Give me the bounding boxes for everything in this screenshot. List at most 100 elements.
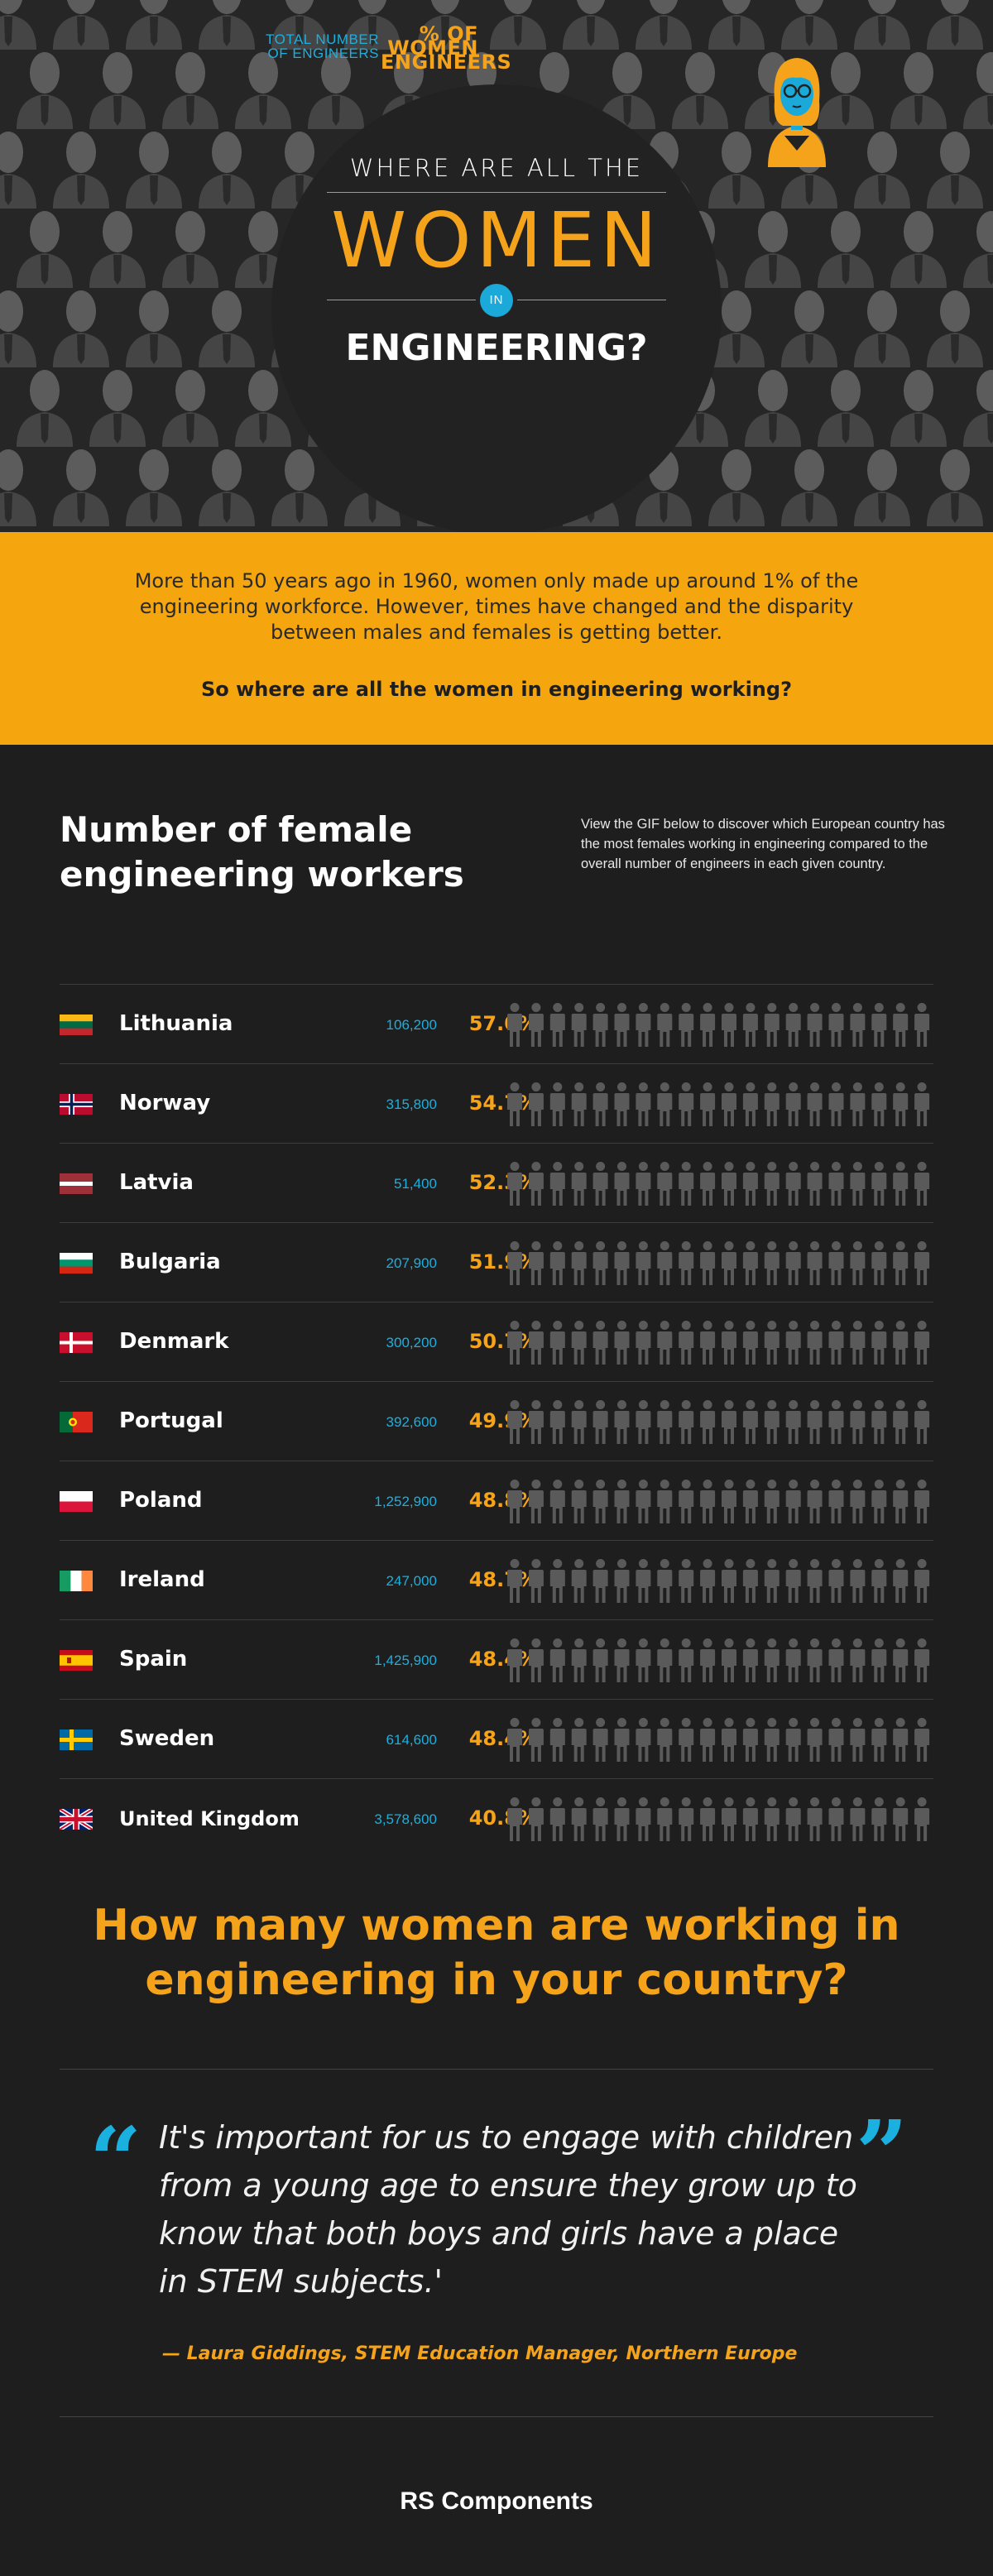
total-engineers: 315,800 <box>386 1096 437 1112</box>
businessman-icon <box>199 132 255 209</box>
hero-title: WHERE ARE ALL THE WOMEN IN ENGINEERING? <box>323 154 670 369</box>
person-icon <box>614 1162 630 1206</box>
person-icon <box>871 1241 887 1285</box>
person-icon <box>636 1241 651 1285</box>
person-icon <box>700 1480 716 1523</box>
person-icon <box>764 1480 780 1523</box>
person-icon <box>700 1559 716 1603</box>
businessman-icon <box>17 211 73 288</box>
intro-question: So where are all the women in engineerin… <box>200 678 792 701</box>
person-icon <box>785 1162 801 1206</box>
person-icon <box>914 1241 930 1285</box>
person-icon <box>722 1321 736 1365</box>
person-icon <box>893 1241 909 1285</box>
businessman-icon <box>818 211 874 288</box>
person-icon <box>549 1718 565 1762</box>
person-icon <box>571 1480 587 1523</box>
businessman-icon <box>563 0 619 50</box>
person-icon <box>571 1321 587 1365</box>
table-row: Ireland 247,000 48.7% <box>60 1540 933 1619</box>
percent-women: 48.4% <box>468 1727 538 1750</box>
person-icon <box>614 1718 630 1762</box>
total-engineers: 207,900 <box>386 1255 437 1271</box>
person-icon <box>914 1480 930 1523</box>
norway-flag-icon <box>60 1094 93 1115</box>
person-icon <box>636 1559 651 1603</box>
quote-author: — Laura Giddings, STEM Education Manager… <box>162 2343 798 2364</box>
businessman-icon <box>818 52 874 129</box>
person-icon <box>850 1638 866 1682</box>
person-icon <box>528 1797 544 1841</box>
businessman-icon <box>271 449 328 526</box>
businessman-icon <box>344 0 401 50</box>
person-icon <box>871 1082 887 1126</box>
person-icon <box>657 1559 673 1603</box>
person-icon <box>764 1797 780 1841</box>
person-icon <box>592 1480 608 1523</box>
person-icon <box>828 1797 844 1841</box>
person-icon <box>679 1162 694 1206</box>
person-icon <box>528 1638 544 1682</box>
person-icon <box>657 1241 673 1285</box>
person-icon <box>850 1241 866 1285</box>
person-icon <box>571 1638 587 1682</box>
person-icon <box>828 1162 844 1206</box>
person-icon <box>657 1082 673 1126</box>
person-icon <box>807 1718 823 1762</box>
people-icons <box>507 1718 930 1762</box>
person-icon <box>785 1638 801 1682</box>
percent-women: 49.9% <box>468 1409 538 1432</box>
person-icon <box>742 1003 758 1047</box>
total-engineers: 1,425,900 <box>374 1653 437 1668</box>
person-icon <box>871 1638 887 1682</box>
person-icon <box>850 1400 866 1444</box>
person-icon <box>571 1003 587 1047</box>
person-icon <box>528 1559 544 1603</box>
person-icon <box>549 1559 565 1603</box>
person-icon <box>636 1638 651 1682</box>
person-icon <box>850 1559 866 1603</box>
person-icon <box>742 1480 758 1523</box>
person-icon <box>764 1241 780 1285</box>
people-icons <box>507 1638 930 1682</box>
person-icon <box>764 1718 780 1762</box>
businessman-icon <box>308 52 364 129</box>
total-engineers: 300,200 <box>386 1335 437 1350</box>
person-icon <box>742 1559 758 1603</box>
percent-women: 48.7% <box>468 1568 538 1591</box>
woman-engineer-icon <box>768 58 826 167</box>
person-icon <box>571 1082 587 1126</box>
person-icon <box>807 1241 823 1285</box>
person-icon <box>914 1162 930 1206</box>
person-icon <box>571 1718 587 1762</box>
person-icon <box>549 1400 565 1444</box>
person-icon <box>549 1241 565 1285</box>
person-icon <box>807 1082 823 1126</box>
table-row: Poland 1,252,900 48.8% <box>60 1461 933 1540</box>
person-icon <box>807 1797 823 1841</box>
open-quote-icon: “ <box>89 2107 142 2214</box>
person-icon <box>914 1400 930 1444</box>
ireland-flag-icon <box>60 1571 93 1591</box>
person-icon <box>893 1082 909 1126</box>
businessman-icon <box>927 449 983 526</box>
person-icon <box>807 1321 823 1365</box>
person-icon <box>657 1480 673 1523</box>
person-icon <box>549 1321 565 1365</box>
businessman-icon <box>53 0 109 50</box>
hero-title-women: WOMEN <box>331 196 662 285</box>
person-icon <box>592 1718 608 1762</box>
businessman-icon <box>235 370 291 447</box>
person-icon <box>893 1559 909 1603</box>
person-icon <box>549 1082 565 1126</box>
person-icon <box>614 1480 630 1523</box>
person-icon <box>614 1321 630 1365</box>
close-quote-icon: ” <box>856 2100 909 2207</box>
businessman-icon <box>0 132 36 209</box>
person-icon <box>549 1162 565 1206</box>
person-icon <box>679 1559 694 1603</box>
country-table: Lithuania 106,200 57.0% Norway 315,800 5… <box>60 984 933 1858</box>
person-icon <box>764 1559 780 1603</box>
person-icon <box>549 1003 565 1047</box>
hero-rule <box>327 192 666 193</box>
